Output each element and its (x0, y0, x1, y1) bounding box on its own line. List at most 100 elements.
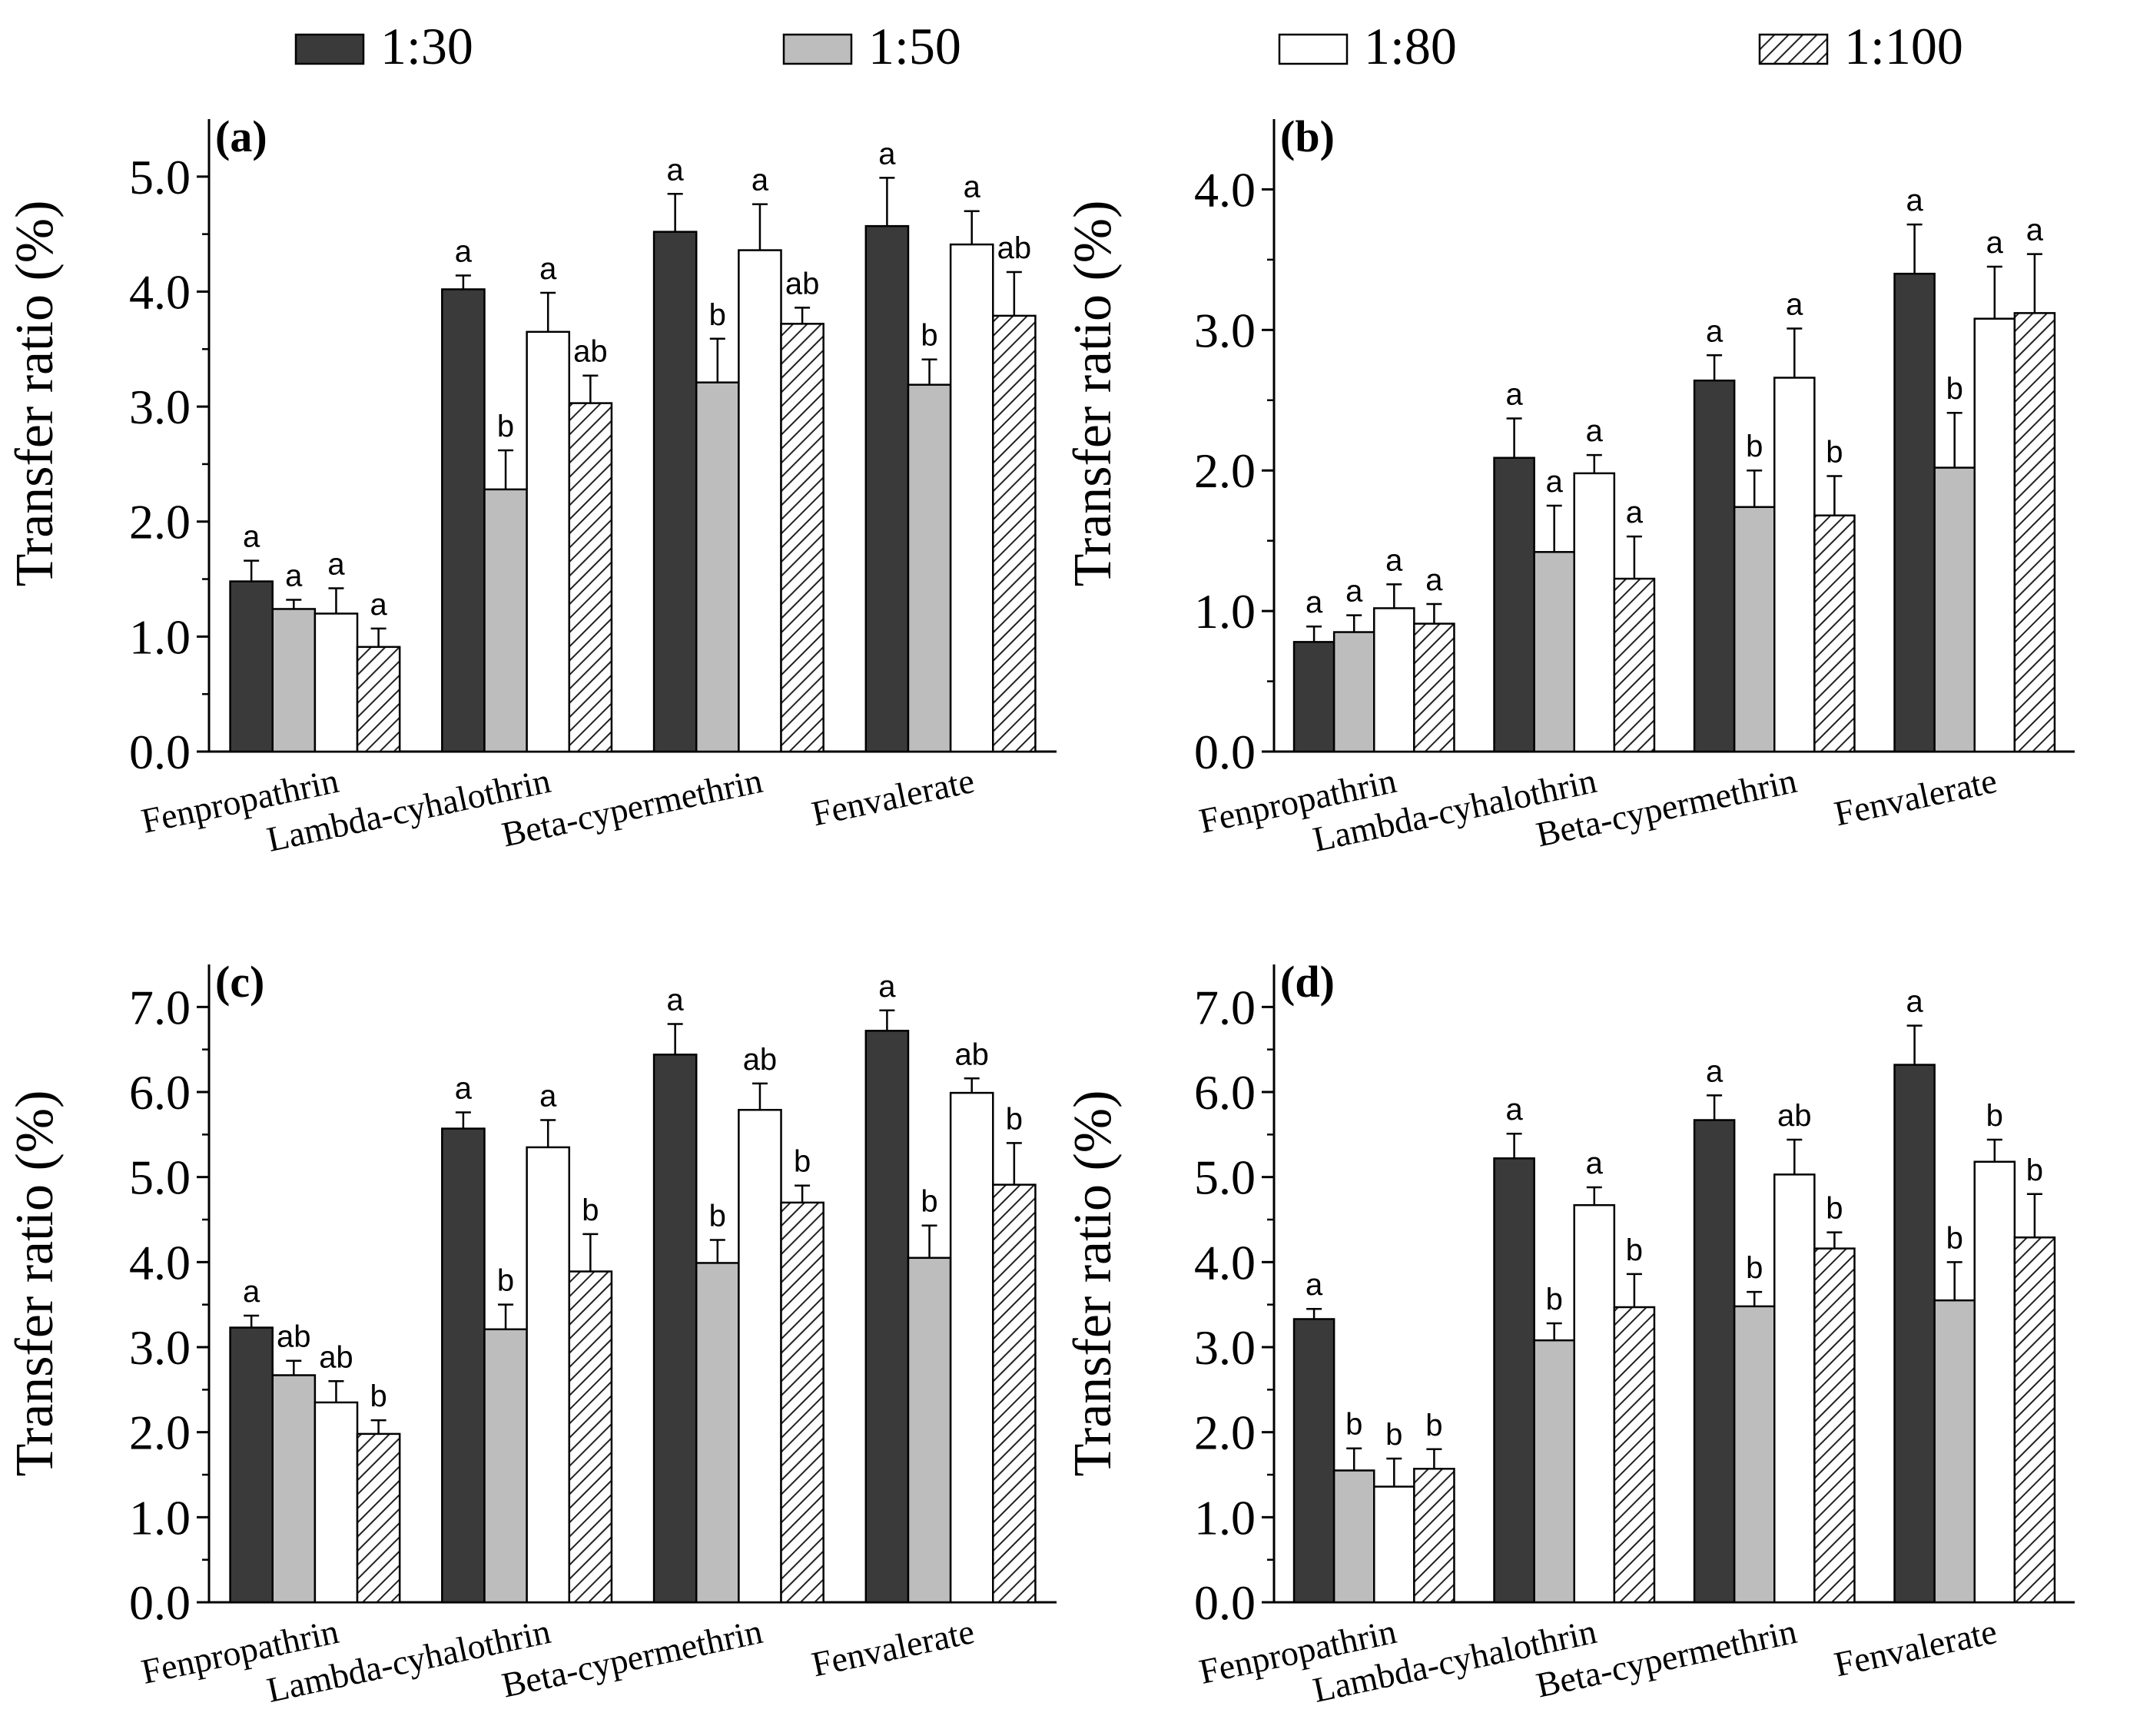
bar (1933, 466, 1976, 753)
bar (1332, 1469, 1375, 1604)
significance-letter: b (497, 410, 514, 443)
y-tick-label: 3.0 (129, 1320, 191, 1375)
y-tick-label: 0.0 (1194, 1575, 1256, 1630)
y-tick-label: 5.0 (129, 150, 191, 204)
significance-letter: b (1626, 1233, 1643, 1267)
y-tick-label: 6.0 (129, 1065, 191, 1120)
bar (229, 1326, 274, 1604)
significance-letter: b (1826, 436, 1843, 470)
bar (1493, 1157, 1535, 1604)
bar (526, 330, 571, 753)
legend-label: 1:80 (1364, 17, 1457, 75)
bar (1893, 1064, 1936, 1604)
bar (483, 488, 528, 753)
y-tick-label: 0.0 (1194, 725, 1256, 779)
bar (1813, 514, 1856, 753)
bar (1733, 506, 1776, 753)
panel-label: (c) (215, 957, 264, 1007)
legend-label: 1:30 (380, 17, 473, 75)
significance-letter: b (1546, 1283, 1563, 1316)
category-label: Fenvalerate (1831, 761, 2000, 833)
legend-swatch (1758, 33, 1829, 65)
significance-letter: a (1505, 1093, 1523, 1127)
chart-panel: 0.0 1.0 2.0 3.0 4.0 5.0 6.0 7.0 Transfer ratio (… (1063, 957, 2075, 1710)
category-label: Fenvalerate (1831, 1612, 2000, 1684)
y-tick-label: 4.0 (129, 1235, 191, 1290)
bar (780, 323, 824, 753)
bar (271, 1374, 317, 1604)
bar (2013, 1236, 2056, 1604)
significance-letter: a (455, 235, 473, 269)
bar (1613, 577, 1656, 753)
y-tick-label: 7.0 (1194, 980, 1256, 1034)
bar (1413, 622, 1455, 753)
bar (1332, 631, 1375, 753)
bar (1573, 1203, 1616, 1604)
panel-label: (d) (1280, 957, 1335, 1007)
significance-letter: b (1946, 1221, 1963, 1255)
significance-letter: a (1906, 184, 1923, 217)
y-axis-label: Transfer ratio (%) (5, 201, 65, 587)
significance-letter: b (1006, 1102, 1023, 1136)
bar (1973, 1160, 2016, 1604)
significance-letter: b (2026, 1153, 2043, 1187)
legend-swatch (294, 33, 365, 65)
significance-letter: ab (785, 267, 820, 300)
y-tick-label: 3.0 (1194, 1320, 1256, 1375)
legend-swatch (782, 33, 853, 65)
y-tick-label: 1.0 (1194, 584, 1256, 639)
significance-letter: b (1746, 1251, 1763, 1285)
y-tick-label: 4.0 (1194, 1235, 1256, 1290)
y-tick-label: 0.0 (129, 725, 191, 779)
bar (1493, 456, 1535, 753)
significance-letter: b (921, 1185, 937, 1219)
bar (738, 249, 782, 753)
bar (949, 243, 994, 753)
significance-letter: a (1385, 543, 1403, 577)
y-tick-label: 3.0 (1194, 303, 1256, 357)
bar (907, 383, 952, 753)
y-axis-label: Transfer ratio (%) (1063, 201, 1123, 587)
significance-letter: ab (1777, 1099, 1812, 1133)
significance-letter: ab (954, 1037, 989, 1071)
bar (2013, 312, 2056, 753)
significance-letter: a (667, 153, 685, 187)
bar (864, 1030, 910, 1604)
bar (314, 1401, 359, 1604)
y-tick-label: 6.0 (1194, 1065, 1256, 1120)
significance-letter: a (1345, 575, 1363, 609)
significance-letter: ab (573, 335, 608, 369)
bar (652, 1054, 698, 1604)
y-tick-label: 5.0 (1194, 1150, 1256, 1205)
significance-letter: a (1706, 1054, 1724, 1088)
significance-letter: a (1986, 226, 2004, 260)
bar (992, 314, 1037, 753)
significance-letter: b (1946, 372, 1963, 406)
legend-label: 1:50 (868, 17, 961, 75)
legend-item: 1:30 (294, 17, 473, 75)
bar (568, 1270, 613, 1604)
significance-letter: a (667, 983, 685, 1017)
significance-letter: a (964, 171, 981, 204)
legend-item: 1:50 (782, 17, 961, 75)
significance-letter: b (921, 319, 937, 353)
bar (1893, 272, 1936, 753)
chart-panel: 0.0 1.0 2.0 3.0 4.0 5.0 6.0 7.0 Transfer ratio (… (5, 957, 1057, 1710)
panel-label: (a) (215, 111, 267, 161)
significance-letter: b (497, 1264, 514, 1298)
chart-panels: 0.0 1.0 2.0 3.0 4.0 5.0 Transfer ratio (%) (a) a… (5, 111, 2075, 1710)
bar (229, 580, 274, 753)
bar (441, 1127, 486, 1604)
bar (1693, 1119, 1736, 1604)
significance-letter: a (285, 559, 303, 592)
y-axis-label: Transfer ratio (%) (1063, 1090, 1123, 1477)
bar (695, 1262, 740, 1604)
category-label: Fenvalerate (808, 761, 977, 833)
bar (1573, 472, 1616, 753)
significance-letter: a (878, 970, 896, 1004)
bar (526, 1146, 571, 1604)
significance-letter: a (1906, 985, 1923, 1019)
bar (1413, 1468, 1455, 1604)
significance-letter: b (1425, 1409, 1442, 1442)
